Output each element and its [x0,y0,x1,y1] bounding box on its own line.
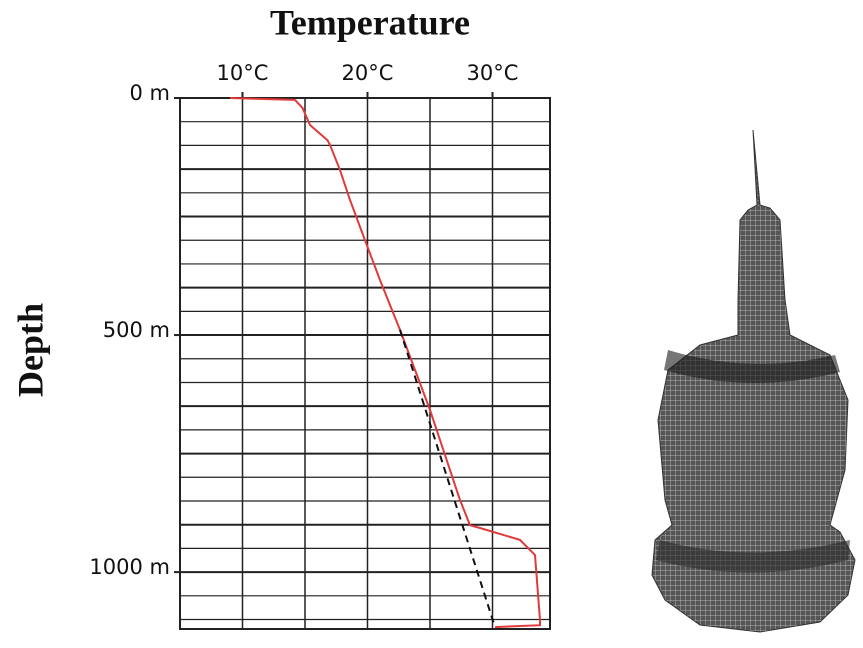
x-tick-label: 20°C [342,61,394,85]
mesh-object [651,129,856,633]
x-tick-label: 10°C [217,61,269,85]
temperature-line [399,329,496,628]
temperature-line [229,97,541,629]
plot-frame [179,97,551,630]
y-tick-label: 0 m [130,81,171,105]
x-tick-label: 30°C [467,61,519,85]
chart-title: Temperature [270,2,470,42]
y-tick-label: 1000 m [89,555,170,579]
y-axis-label: Depth [10,303,50,397]
y-tick-label: 500 m [103,318,170,342]
